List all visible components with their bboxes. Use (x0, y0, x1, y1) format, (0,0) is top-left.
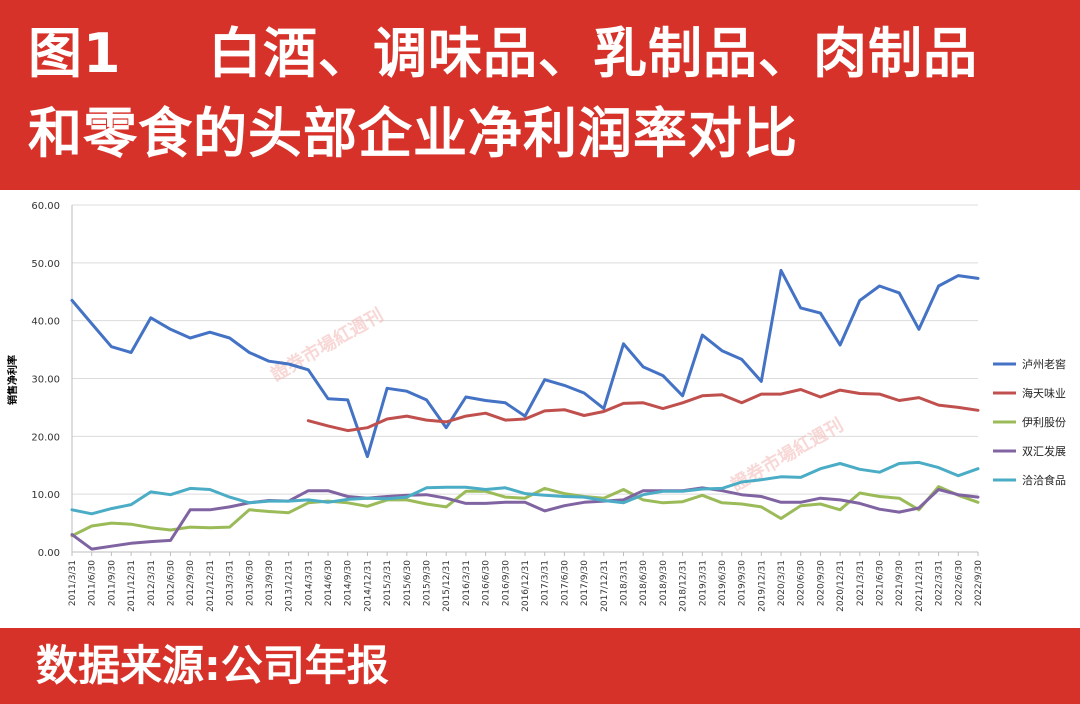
legend-label: 伊利股份 (1022, 416, 1066, 429)
x-tick-label: 2014/9/30 (344, 560, 354, 606)
watermark: 證券市場紅週刊 (727, 414, 847, 496)
x-tick-label: 2013/3/31 (226, 560, 236, 606)
y-tick-label: 50.00 (31, 259, 60, 270)
x-tick-label: 2018/6/30 (639, 560, 649, 606)
x-tick-label: 2022/3/31 (935, 560, 945, 606)
series-line-海天味业 (306, 388, 980, 433)
x-tick-label: 2013/12/31 (285, 560, 295, 612)
x-tick-label: 2012/6/30 (166, 560, 176, 606)
x-tick-label: 2019/6/30 (718, 560, 728, 606)
x-tick-label: 2015/3/31 (383, 560, 393, 606)
x-axis-tick-labels: 2011/3/31 2011/6/30 2011/9/30 2011/12/31 201… (68, 560, 984, 612)
x-tick-label: 2017/3/31 (541, 560, 551, 606)
x-tick-label: 2015/6/30 (403, 560, 413, 606)
x-tick-label: 2011/3/31 (68, 560, 78, 606)
x-tick-label: 2012/12/31 (206, 560, 216, 612)
series-line-洽洽食品 (70, 460, 980, 516)
y-tick-label: 20.00 (31, 432, 60, 443)
title-line-2: 和零食的头部企业净利润率对比 (28, 102, 798, 165)
source-text: 数据来源:公司年报 (36, 641, 389, 690)
x-tick-label: 2017/12/31 (600, 560, 610, 612)
x-tick-label: 2015/12/31 (442, 560, 452, 612)
series-line-双汇发展 (70, 486, 980, 551)
title-text-1: 白酒、调味品、乳制品、肉制品 (208, 22, 978, 85)
chart-title: 图1 白酒、调味品、乳制品、肉制品 和零食的头部企业净利润率对比 (28, 14, 1068, 174)
x-tick-label: 2021/12/31 (915, 560, 925, 612)
line-chart: 0.00 10.00 20.00 30.00 40.00 50.00 60.00 2011/… (6, 201, 1066, 612)
x-tick-label: 2014/12/31 (363, 560, 373, 612)
x-tick-label: 2012/9/30 (186, 560, 196, 606)
x-tick-label: 2016/6/30 (482, 560, 492, 606)
x-tick-label: 2011/6/30 (88, 560, 98, 606)
y-tick-label: 0.00 (38, 548, 60, 559)
x-tick-label: 2022/6/30 (954, 560, 964, 606)
x-tick-label: 2017/9/30 (580, 560, 590, 606)
x-tick-label: 2019/12/31 (757, 560, 767, 612)
x-tick-label: 2019/9/30 (738, 560, 748, 606)
y-tick-label: 30.00 (31, 375, 60, 386)
y-axis-label: 销售净利率 (6, 355, 19, 405)
watermark: 證券市場紅週刊 (267, 304, 387, 386)
x-tick-label: 2016/3/31 (462, 560, 472, 606)
series-line-伊利股份 (70, 485, 980, 538)
y-tick-label: 40.00 (31, 317, 60, 328)
x-tick-label: 2020/6/30 (797, 560, 807, 606)
x-tick-label: 2021/3/31 (856, 560, 866, 606)
x-tick-label: 2020/9/30 (816, 560, 826, 606)
x-tick-label: 2020/3/31 (777, 560, 787, 606)
x-tick-label: 2017/6/30 (560, 560, 570, 606)
legend-label: 泸州老窖 (1022, 357, 1066, 371)
title-banner: 图1 白酒、调味品、乳制品、肉制品 和零食的头部企业净利润率对比 (0, 0, 1080, 190)
title-line-1: 图1 白酒、调味品、乳制品、肉制品 (28, 14, 1068, 94)
x-tick-label: 2012/3/31 (147, 560, 157, 606)
y-axis-tick-labels: 0.00 10.00 20.00 30.00 40.00 50.00 60.00 (31, 201, 60, 559)
x-tick-label: 2016/12/31 (521, 560, 531, 612)
y-tick-label: 10.00 (31, 490, 60, 501)
x-tick-label: 2018/3/31 (619, 560, 629, 606)
x-tick-label: 2011/12/31 (127, 560, 137, 612)
legend-label: 海天味业 (1022, 386, 1066, 400)
y-tick-label: 60.00 (31, 201, 60, 212)
chart-area: 0.00 10.00 20.00 30.00 40.00 50.00 60.00 2011/… (0, 190, 1080, 628)
source-banner: 数据来源:公司年报 (0, 628, 1080, 704)
x-tick-label: 2018/12/31 (679, 560, 689, 612)
x-tick-label: 2014/6/30 (324, 560, 334, 606)
x-tick-label: 2022/9/30 (974, 560, 984, 606)
x-tick-label: 2018/9/30 (659, 560, 669, 606)
x-tick-label: 2020/12/31 (836, 560, 846, 612)
series-lines (70, 268, 980, 551)
x-tick-label: 2016/9/30 (501, 560, 511, 606)
x-tick-label: 2021/9/30 (895, 560, 905, 606)
x-tick-label: 2013/9/30 (265, 560, 275, 606)
x-tick-label: 2013/6/30 (245, 560, 255, 606)
x-tick-label: 2014/3/31 (304, 560, 314, 606)
legend-label: 双汇发展 (1022, 444, 1066, 458)
x-tick-label: 2011/9/30 (107, 560, 117, 606)
x-tick-label: 2019/3/31 (698, 560, 708, 606)
series-line-泸州老窖 (70, 268, 980, 459)
x-tick-label: 2021/6/30 (876, 560, 886, 606)
x-tick-label: 2015/9/30 (423, 560, 433, 606)
figure-number: 图1 (28, 22, 122, 85)
legend-label: 洽洽食品 (1022, 473, 1066, 487)
